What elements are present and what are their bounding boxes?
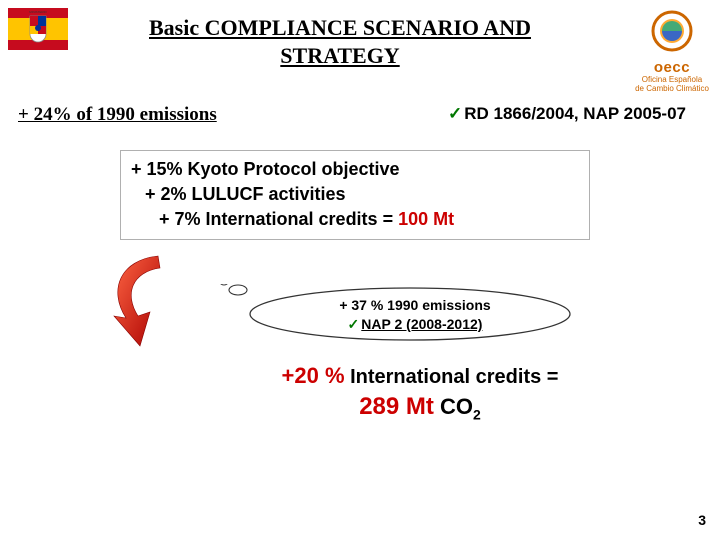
nap2-line1: + 37 % 1990 emissions xyxy=(290,296,540,315)
nap2-line2: ✓NAP 2 (2008-2012) xyxy=(290,315,540,334)
lulucf-line: + 2% LULUCF activities xyxy=(131,182,579,207)
oecc-acronym: oecc xyxy=(632,59,712,76)
emissions-24pct: + 24% of 1990 emissions xyxy=(18,104,217,125)
co2: CO2 xyxy=(434,394,481,419)
nap2-text: + 37 % 1990 emissions ✓NAP 2 (2008-2012) xyxy=(290,296,540,334)
svg-text:MINISTERIO: MINISTERIO xyxy=(29,10,47,14)
oecc-logo: oecc Oficina Española de Cambio Climátic… xyxy=(632,10,712,94)
credits-result: +20 % International credits = 289 Mt CO2 xyxy=(190,362,650,423)
emissions-line: + 24% of 1990 emissions ✓RD 1866/2004, N… xyxy=(18,104,698,126)
nap2-underline: NAP 2 (2008-2012) xyxy=(361,316,482,332)
intl-credits-prefix: + 7% International credits = xyxy=(159,209,398,229)
page-title: Basic COMPLIANCE SCENARIO AND STRATEGY xyxy=(100,14,580,69)
check-icon: ✓ xyxy=(448,104,462,123)
oecc-sub2: de Cambio Climático xyxy=(632,85,712,94)
page-number: 3 xyxy=(698,512,706,528)
intl-credits-line: + 7% International credits = 100 Mt xyxy=(131,207,579,232)
oecc-circle-icon xyxy=(632,10,712,57)
kyoto-line: + 15% Kyoto Protocol objective xyxy=(131,157,579,182)
mt289: 289 Mt xyxy=(359,393,434,420)
credits-mid: International credits = xyxy=(345,366,559,388)
co2-text: CO xyxy=(434,394,473,419)
ministry-logo: MINISTERIO xyxy=(8,8,68,50)
rd-reference: ✓RD 1866/2004, NAP 2005-07 xyxy=(448,104,686,124)
intl-credits-100mt: 100 Mt xyxy=(398,209,454,229)
breakdown-box: + 15% Kyoto Protocol objective + 2% LULU… xyxy=(120,150,590,240)
rd-text: RD 1866/2004, NAP 2005-07 xyxy=(464,104,686,123)
co2-sub: 2 xyxy=(473,406,481,422)
check-icon: ✓ xyxy=(348,316,360,332)
slide: MINISTERIO oecc Oficina Española de Camb… xyxy=(0,0,720,540)
plus20: +20 % xyxy=(282,363,345,388)
curved-arrow-icon xyxy=(100,250,180,350)
